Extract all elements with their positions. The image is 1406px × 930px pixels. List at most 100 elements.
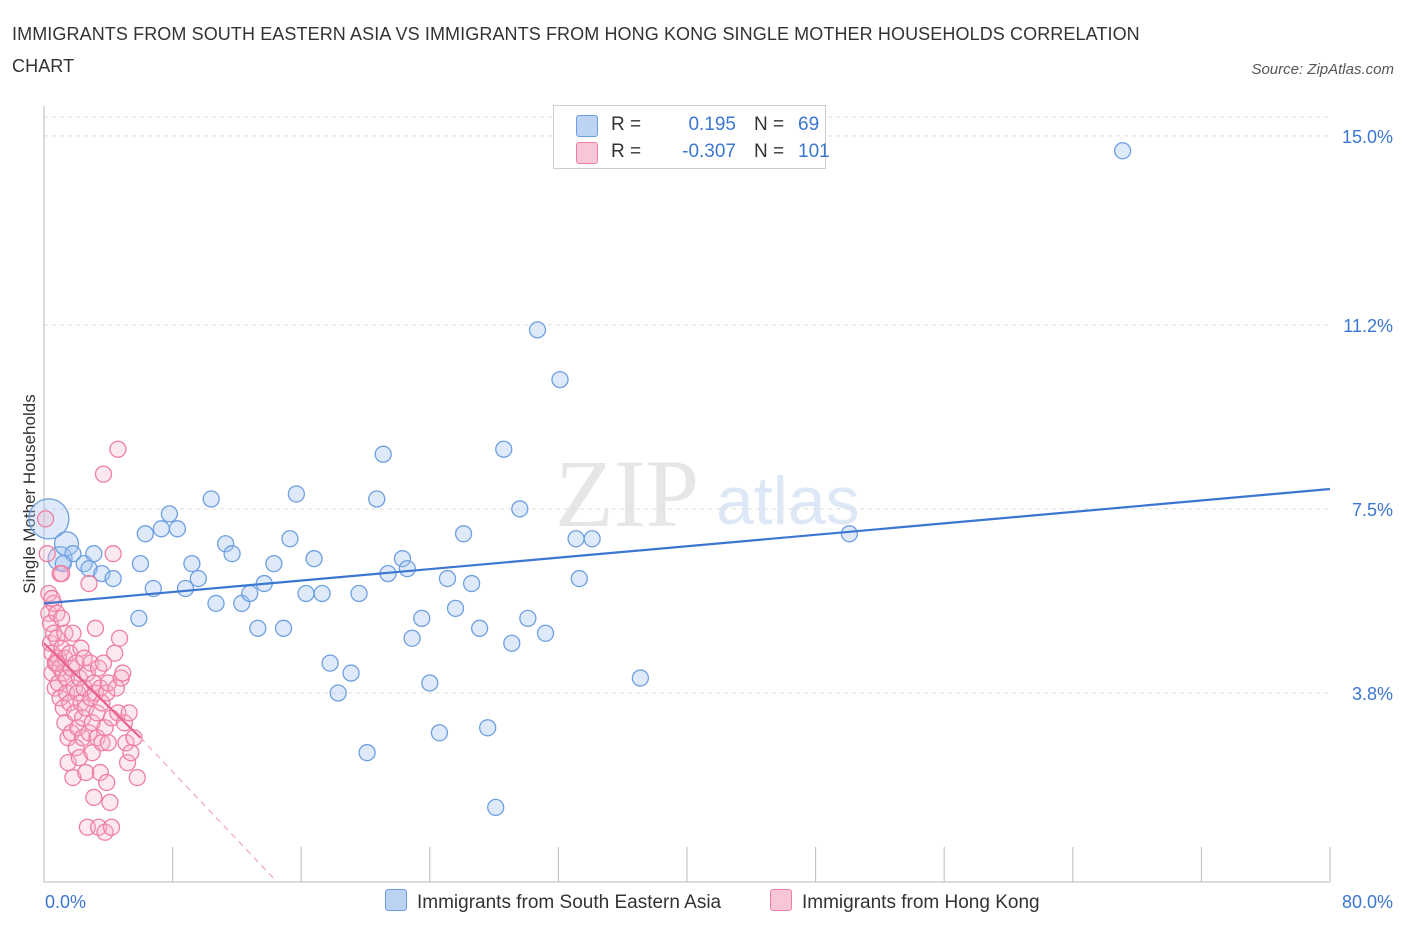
data-point-blue <box>281 530 299 548</box>
legend-n-value: 101 <box>798 141 830 162</box>
data-point-pink <box>104 545 122 563</box>
data-point-pink <box>46 679 64 697</box>
data-point-pink <box>101 793 119 812</box>
data-point-pink <box>125 729 143 747</box>
trend-line-pink-extension <box>139 737 278 883</box>
data-point-pink <box>99 734 117 752</box>
trend-line-pink <box>43 642 142 739</box>
data-point-pink <box>48 654 66 672</box>
data-point-blue <box>454 525 473 543</box>
legend-r-label: R = <box>611 141 642 162</box>
data-point-pink <box>86 619 105 637</box>
legend-n-label: N = <box>754 141 785 162</box>
zipatlas-watermark: ZIP atlas <box>555 440 860 547</box>
data-point-pink <box>122 744 140 762</box>
trend-line-blue <box>43 487 1331 605</box>
data-point-pink <box>109 440 127 458</box>
data-point-blue <box>104 569 122 588</box>
data-point-pink <box>94 654 113 672</box>
y-tick-label: 3.8% <box>1352 684 1393 704</box>
data-point-pink <box>85 788 103 807</box>
data-point-blue <box>93 564 111 583</box>
data-point-blue <box>840 525 859 543</box>
y-tick-label: 15.0% <box>1342 127 1393 147</box>
data-point-blue <box>446 599 465 618</box>
data-point-blue <box>350 584 368 603</box>
data-point-blue <box>551 370 569 389</box>
data-point-pink <box>114 664 132 682</box>
data-point-blue <box>403 629 421 647</box>
legend-swatch-pink <box>770 889 792 911</box>
data-point-blue <box>421 674 439 692</box>
legend-swatch-blue <box>576 115 598 137</box>
axes <box>43 106 1331 883</box>
data-point-blue <box>183 554 201 573</box>
data-point-pink <box>77 699 95 717</box>
data-point-blue <box>241 584 259 603</box>
data-point-blue <box>176 579 195 598</box>
data-point-blue <box>321 654 339 672</box>
tick-labels: 3.8% 7.5% 11.2% 15.0% 0.0% 80.0% <box>45 127 1393 912</box>
data-point-pink <box>65 679 84 697</box>
data-point-blue <box>567 530 585 548</box>
watermark-zip: ZIP <box>555 440 699 547</box>
data-point-blue <box>249 619 267 637</box>
legend-series1-name: Immigrants from South Eastern Asia <box>417 892 722 913</box>
data-point-pink <box>80 574 98 593</box>
data-point-pink <box>53 609 71 628</box>
data-point-blue <box>216 535 235 553</box>
data-point-blue <box>313 584 331 603</box>
bottom-legend-hong-kong: Immigrants from Hong Kong <box>770 889 1040 914</box>
data-point-blue <box>393 550 412 568</box>
data-point-blue <box>152 520 170 538</box>
data-point-pink <box>91 763 109 782</box>
data-point-pink <box>118 753 137 772</box>
data-point-blue <box>398 559 416 578</box>
data-point-pink <box>78 664 97 682</box>
x-tick-label-max: 80.0% <box>1342 892 1393 912</box>
data-point-blue <box>583 530 601 548</box>
y-tick-label: 11.2% <box>1343 316 1393 336</box>
data-point-blue <box>160 505 179 523</box>
source-label: Source: ZipAtlas.com <box>1251 61 1394 78</box>
data-point-blue <box>297 584 315 603</box>
data-point-pink <box>106 644 124 662</box>
data-point-pink <box>128 768 146 787</box>
data-point-blue <box>274 619 293 637</box>
data-point-blue <box>368 490 386 508</box>
data-point-blue <box>131 554 150 573</box>
data-point-pink <box>70 748 89 767</box>
legend-swatch-blue <box>385 889 407 911</box>
correlation-legend: R = 0.195 N = 69 R = -0.307 N = 101 <box>553 105 830 169</box>
data-point-pink <box>94 465 113 483</box>
data-point-blue <box>519 609 537 628</box>
data-point-pink <box>93 694 111 712</box>
data-point-blue <box>358 744 376 762</box>
data-point-blue <box>168 520 187 538</box>
data-point-blue <box>85 545 103 563</box>
data-point-blue <box>511 500 529 518</box>
legend-swatch-pink <box>576 142 598 164</box>
data-point-blue <box>430 724 449 742</box>
data-point-blue <box>528 321 547 339</box>
data-point-pink <box>41 614 60 632</box>
data-point-blue <box>265 554 283 573</box>
data-point-blue <box>207 594 225 613</box>
data-point-blue <box>570 569 588 588</box>
data-point-blue <box>536 624 555 642</box>
data-point-pink <box>64 768 82 787</box>
data-point-pink <box>38 545 56 563</box>
data-point-blue <box>631 669 650 687</box>
data-point-pink <box>67 739 85 757</box>
data-point-blue <box>130 609 148 628</box>
data-point-blue <box>374 445 392 463</box>
legend-series2-name: Immigrants from Hong Kong <box>802 892 1040 913</box>
data-point-blue <box>479 719 497 737</box>
x-tick-label-min: 0.0% <box>45 892 86 912</box>
legend-r-value: -0.307 <box>682 141 736 162</box>
data-point-blue <box>495 440 513 458</box>
data-point-blue <box>28 498 70 540</box>
legend-n-label: N = <box>754 114 785 135</box>
legend-n-value: 69 <box>798 114 820 135</box>
data-point-blue <box>503 634 521 652</box>
